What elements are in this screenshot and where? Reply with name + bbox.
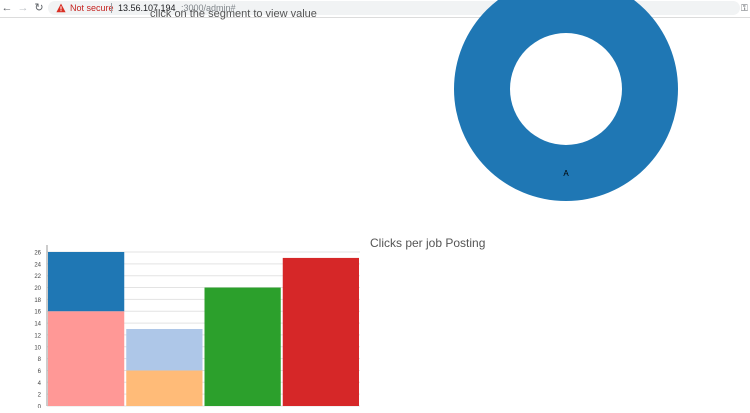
bar-segment[interactable]	[126, 329, 203, 371]
bar-segment[interactable]	[282, 257, 359, 406]
bar-segment[interactable]	[48, 252, 125, 312]
warning-triangle-icon	[56, 3, 66, 13]
y-tick-label: 14	[34, 322, 41, 328]
y-tick-label: 24	[34, 262, 41, 268]
security-status-label[interactable]: Not secure	[70, 3, 114, 13]
y-tick-label: 6	[38, 369, 42, 375]
url-host: 13.56.107.194	[118, 3, 176, 13]
back-arrow-icon[interactable]: ←	[1, 2, 13, 14]
donut-instruction-text: click on the segment to view value	[150, 8, 317, 20]
y-tick-label: 10	[34, 345, 41, 351]
y-tick-label: 0	[38, 405, 42, 409]
donut-chart: A	[452, 0, 680, 204]
y-tick-label: 20	[34, 286, 41, 292]
y-tick-label: 4	[38, 381, 42, 387]
bar-chart-title: Clicks per job Posting	[370, 236, 486, 250]
y-tick-label: 8	[38, 357, 42, 363]
bar-segment[interactable]	[204, 287, 281, 406]
address-separator	[111, 3, 112, 13]
donut-slice[interactable]	[454, 0, 678, 201]
forward-arrow-icon[interactable]: →	[17, 2, 29, 14]
y-tick-label: 12	[34, 333, 41, 339]
bar-segment[interactable]	[126, 370, 203, 406]
y-tick-label: 2	[38, 393, 42, 399]
bar-chart: 0 2 4 6 8 10 12 14 16 18 20 22 24 26	[30, 245, 365, 411]
y-tick-label: 26	[34, 251, 41, 257]
bar-segment[interactable]	[48, 311, 125, 406]
donut-chart-svg: A	[454, 0, 678, 201]
key-icon[interactable]: ⚿	[741, 3, 748, 13]
reload-icon[interactable]: ↻	[34, 2, 44, 14]
donut-slice-label: A	[563, 169, 569, 178]
y-tick-label: 22	[34, 274, 41, 280]
y-tick-label: 16	[34, 310, 41, 316]
y-tick-label: 18	[34, 298, 41, 304]
url-path: :3000/admin#	[181, 3, 236, 13]
